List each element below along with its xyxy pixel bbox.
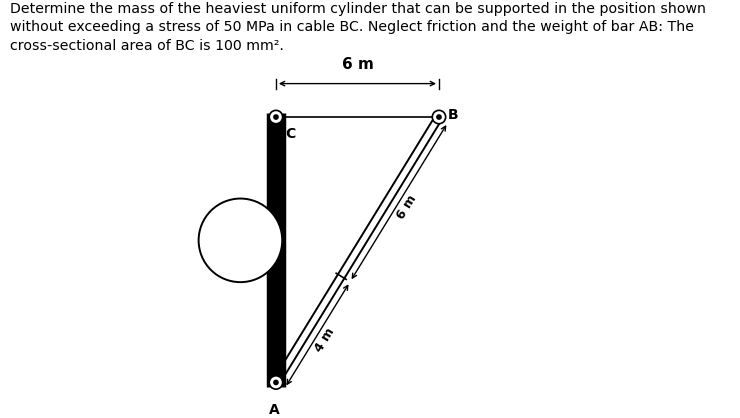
- Text: 6 m: 6 m: [342, 57, 374, 72]
- Circle shape: [432, 110, 445, 124]
- Text: 6 m: 6 m: [394, 192, 419, 222]
- Circle shape: [269, 376, 283, 389]
- Text: Determine the mass of the heaviest uniform cylinder that can be supported in the: Determine the mass of the heaviest unifo…: [10, 2, 706, 53]
- Circle shape: [274, 115, 278, 119]
- Circle shape: [269, 110, 283, 124]
- Text: C: C: [285, 127, 295, 141]
- Circle shape: [437, 115, 441, 119]
- Text: A: A: [269, 403, 279, 417]
- Text: B: B: [448, 108, 459, 122]
- Text: 4 m: 4 m: [313, 325, 337, 354]
- Circle shape: [198, 199, 282, 282]
- Circle shape: [274, 380, 278, 385]
